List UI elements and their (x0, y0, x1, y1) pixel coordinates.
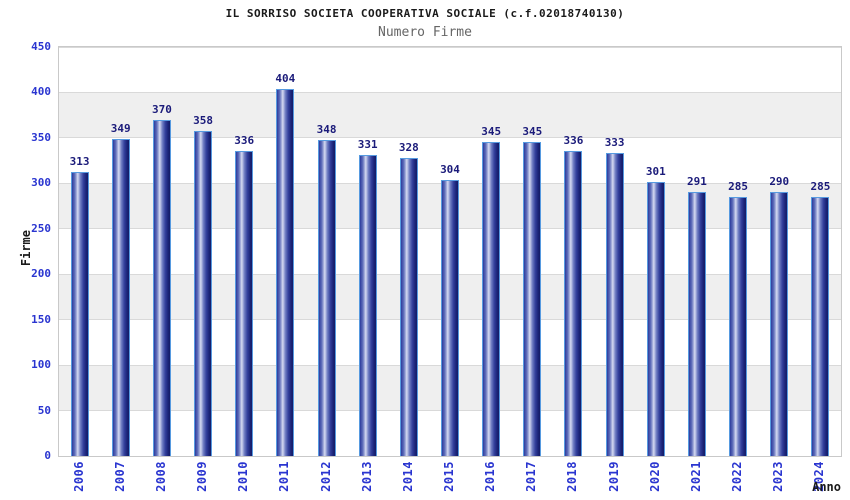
x-tick-label-2009: 2009 (195, 461, 210, 492)
value-label-2019: 333 (604, 136, 625, 150)
chart-title: IL SORRISO SOCIETA COOPERATIVA SOCIALE (… (225, 7, 625, 20)
x-tick-label-2019: 2019 (606, 461, 621, 492)
bar-2023 (770, 192, 789, 456)
bar-2015 (441, 179, 459, 456)
x-tick-label-2017: 2017 (524, 461, 539, 492)
y-tick-label-300: 300 (31, 176, 51, 190)
value-label-2023: 290 (769, 175, 790, 189)
x-tick-label-2020: 2020 (647, 461, 662, 492)
bar-2011 (276, 88, 295, 456)
value-label-2024: 285 (810, 179, 831, 193)
bar-2019 (605, 153, 624, 456)
y-tick-label-350: 350 (31, 130, 51, 144)
bar-2013 (358, 155, 377, 456)
x-tick-label-2012: 2012 (318, 461, 333, 492)
y-tick-label-200: 200 (31, 267, 51, 281)
x-tick-label-2016: 2016 (483, 461, 498, 492)
x-tick-label-2007: 2007 (112, 461, 127, 492)
value-label-2022: 285 (728, 179, 749, 193)
x-tick-label-2013: 2013 (359, 461, 374, 492)
value-label-2015: 304 (440, 162, 460, 176)
bar-2012 (317, 139, 336, 456)
value-label-2006: 313 (69, 154, 90, 168)
value-label-2021: 291 (687, 174, 707, 188)
value-label-2012: 348 (316, 122, 337, 136)
bar-2022 (729, 196, 748, 456)
value-label-2011: 404 (275, 71, 296, 85)
y-tick-label-0: 0 (44, 449, 51, 462)
x-tick-label-2023: 2023 (771, 461, 786, 492)
bar-2007 (111, 138, 130, 456)
bar-2017 (523, 142, 542, 456)
y-tick-label-400: 400 (31, 85, 51, 99)
x-tick-label-2006: 2006 (71, 461, 86, 492)
y-tick-label-250: 250 (31, 221, 51, 235)
y-axis-title: Firme (19, 230, 33, 267)
value-label-2014: 328 (398, 140, 419, 154)
y-tick-label-100: 100 (31, 358, 51, 372)
bar-2020 (646, 182, 665, 456)
value-label-2016: 345 (481, 125, 502, 139)
bar-2016 (482, 142, 501, 456)
value-label-2009: 358 (193, 113, 213, 127)
x-tick-label-2010: 2010 (236, 461, 251, 492)
value-label-2017: 345 (522, 125, 543, 139)
x-tick-label-2008: 2008 (153, 461, 168, 492)
y-tick-label-450: 450 (31, 40, 51, 53)
value-label-2008: 370 (151, 102, 172, 116)
gridline-450 (59, 46, 841, 48)
bar-2018 (564, 150, 583, 456)
value-label-2018: 336 (563, 133, 584, 147)
x-tick-label-2018: 2018 (565, 461, 580, 492)
value-label-2007: 349 (110, 121, 131, 135)
bar-2021 (687, 191, 706, 456)
x-tick-label-2021: 2021 (688, 461, 703, 492)
value-label-2020: 301 (645, 165, 666, 179)
plot-area: 0 50 100 150 200 250 300 350 400 450 313 2006 349 200… (31, 41, 842, 492)
y-tick-label-50: 50 (37, 403, 51, 417)
x-tick-label-2011: 2011 (277, 461, 292, 492)
value-label-2013: 331 (357, 138, 378, 152)
x-axis-title: Anno (812, 480, 841, 494)
x-tick-label-2022: 2022 (730, 461, 745, 492)
bar-2010 (235, 150, 254, 456)
value-label-2010: 336 (234, 133, 255, 147)
bar-2008 (152, 119, 171, 456)
gridline-400 (59, 91, 841, 93)
y-tick-label-150: 150 (31, 312, 51, 326)
bar-2024 (811, 196, 830, 456)
bar-2006 (70, 171, 89, 456)
bar-2009 (194, 130, 213, 456)
bar-2014 (399, 157, 418, 456)
x-tick-label-2015: 2015 (442, 461, 456, 492)
x-tick-label-2014: 2014 (400, 461, 415, 492)
gridline-350 (59, 137, 841, 139)
chart-subtitle: Numero Firme (378, 25, 472, 40)
